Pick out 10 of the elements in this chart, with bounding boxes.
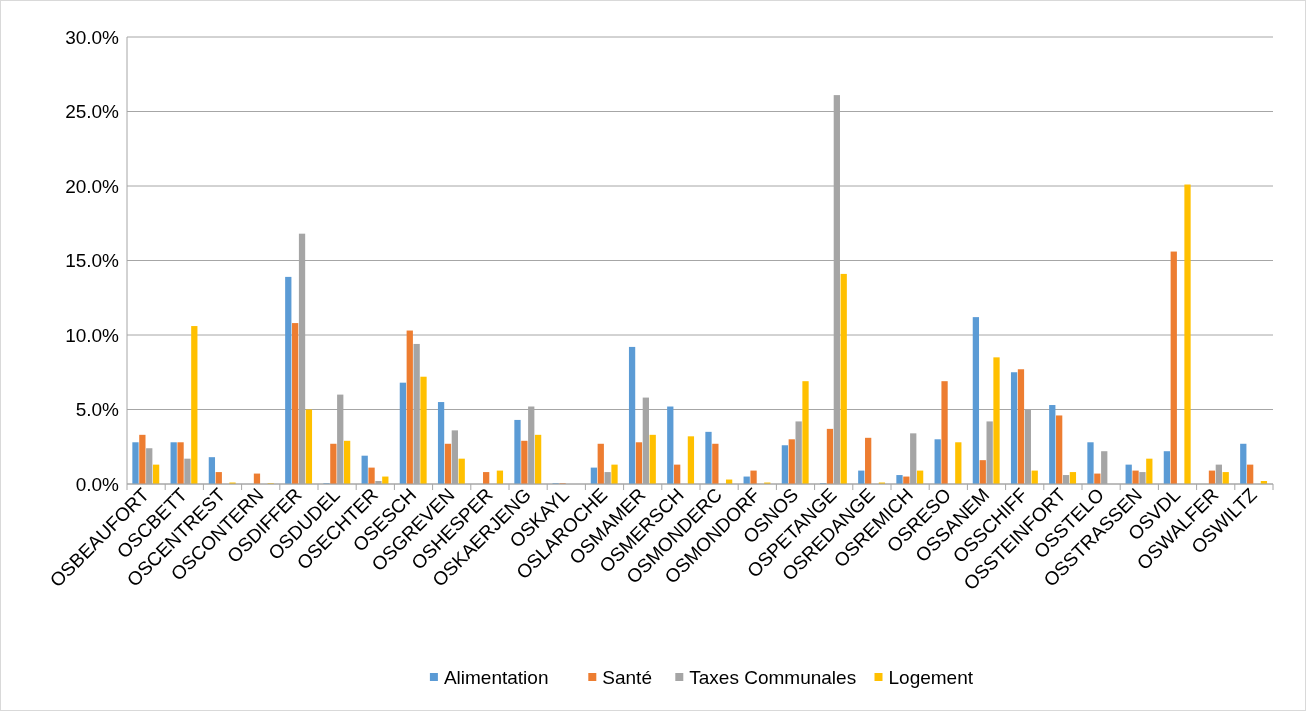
legend-label: Logement bbox=[888, 666, 974, 688]
y-tick-label: 10.0% bbox=[65, 324, 120, 346]
legend-label: Santé bbox=[602, 666, 652, 688]
legend-label: Alimentation bbox=[443, 666, 549, 688]
y-tick-label: 25.0% bbox=[65, 101, 120, 123]
y-tick-label: 30.0% bbox=[65, 26, 120, 48]
y-tick-label: 5.0% bbox=[75, 399, 120, 421]
legend-label: Taxes Communales bbox=[689, 666, 857, 688]
y-tick-label: 20.0% bbox=[65, 175, 120, 197]
y-tick-label: 15.0% bbox=[65, 250, 120, 272]
